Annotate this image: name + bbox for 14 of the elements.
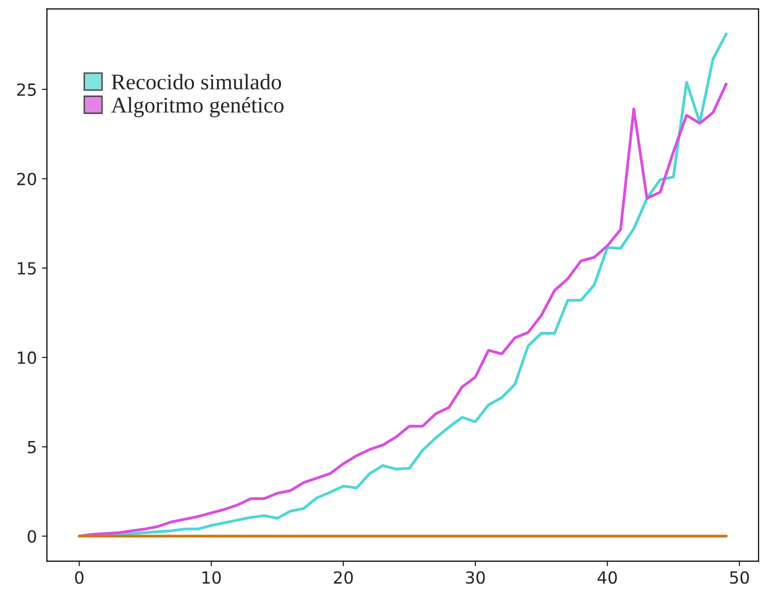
y-tick-label: 0 bbox=[28, 530, 36, 543]
y-tick-label: 5 bbox=[28, 440, 36, 454]
x-tick-label: 30 bbox=[466, 571, 485, 584]
legend-label: Algoritmo genético bbox=[111, 97, 284, 118]
y-tick-label: 25 bbox=[17, 83, 36, 96]
x-tick-label: 50 bbox=[730, 571, 749, 584]
x-tick-label: 40 bbox=[598, 571, 617, 584]
y-tick-label: 10 bbox=[18, 351, 36, 364]
x-tick-label: 20 bbox=[334, 571, 353, 584]
y-tick-label: 15 bbox=[18, 262, 36, 275]
y-tick-label: 20 bbox=[17, 172, 36, 186]
x-tick-label: 0 bbox=[75, 571, 84, 584]
x-tick-label: 10 bbox=[202, 571, 221, 584]
legend-label: Recocido simulado bbox=[112, 74, 282, 90]
